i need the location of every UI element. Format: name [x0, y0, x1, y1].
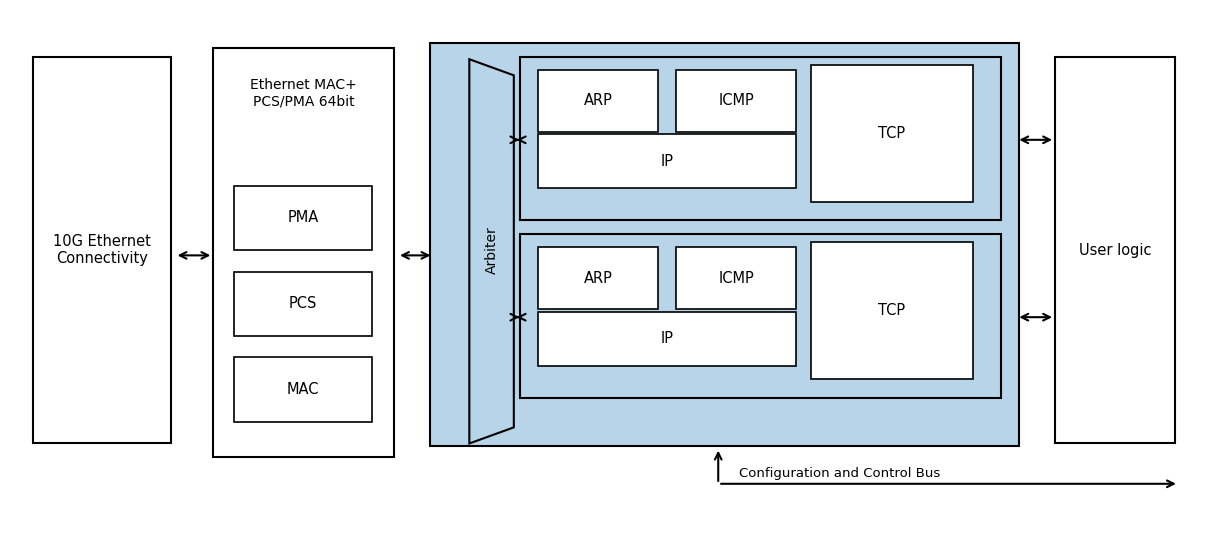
Bar — [538, 135, 796, 188]
Bar — [811, 65, 974, 201]
Bar — [538, 70, 658, 132]
Bar — [213, 48, 394, 457]
Bar — [430, 43, 1018, 446]
Text: TCP: TCP — [878, 125, 906, 141]
Text: PCS: PCS — [289, 296, 316, 311]
Text: ICMP: ICMP — [719, 93, 754, 109]
Bar — [233, 357, 372, 422]
Text: IP: IP — [661, 154, 674, 169]
Bar — [233, 186, 372, 250]
Text: ARP: ARP — [583, 271, 612, 286]
Bar — [811, 242, 974, 379]
Text: IP: IP — [661, 331, 674, 346]
Text: PMA: PMA — [288, 210, 319, 225]
Text: Arbiter: Arbiter — [486, 226, 499, 274]
Text: Ethernet MAC+
PCS/PMA 64bit: Ethernet MAC+ PCS/PMA 64bit — [250, 78, 356, 108]
Text: ARP: ARP — [583, 93, 612, 109]
Text: 10G Ethernet
Connectivity: 10G Ethernet Connectivity — [53, 234, 151, 266]
Bar — [33, 56, 172, 444]
Text: ICMP: ICMP — [719, 271, 754, 286]
Polygon shape — [470, 59, 513, 444]
Bar — [676, 70, 796, 132]
Text: Configuration and Control Bus: Configuration and Control Bus — [738, 466, 940, 479]
Bar — [233, 272, 372, 336]
Text: MAC: MAC — [286, 382, 319, 397]
Bar — [1055, 56, 1175, 444]
Text: TCP: TCP — [878, 303, 906, 318]
Bar — [676, 247, 796, 309]
Bar — [519, 56, 1000, 220]
Bar — [519, 234, 1000, 398]
Bar — [538, 247, 658, 309]
Bar — [538, 312, 796, 365]
Text: User logic: User logic — [1079, 243, 1151, 257]
